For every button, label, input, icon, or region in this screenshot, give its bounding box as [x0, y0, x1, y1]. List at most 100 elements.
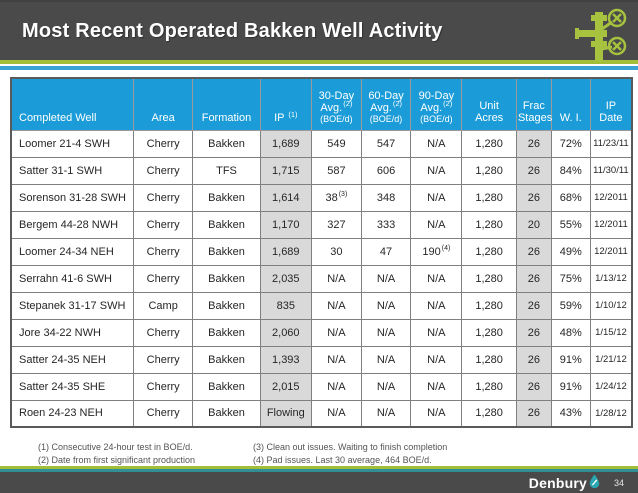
cell-60day-avg: 606: [360, 156, 412, 185]
cell-30day-avg: N/A: [311, 291, 362, 320]
cell-working-interest: 59%: [550, 291, 591, 320]
cell-90day-avg: N/A: [410, 291, 463, 320]
table-row: Loomer 24-34 NEH Cherry Bakken 1,689 30 …: [10, 237, 633, 266]
cell-unit-acres: 1,280: [461, 345, 517, 374]
table-row: Satter 24-35 SHE Cherry Bakken 2,015 N/A…: [10, 372, 633, 401]
cell-working-interest: 55%: [550, 210, 591, 239]
cell-unit-acres: 1,280: [461, 237, 517, 266]
page-title: Most Recent Operated Bakken Well Activit…: [22, 19, 443, 42]
header-blue-rule: [0, 66, 638, 70]
cell-60day-avg: N/A: [360, 372, 412, 401]
cell-completed-well: Serrahn 41-6 SWH: [10, 264, 134, 293]
cell-frac-stages: 26: [515, 264, 552, 293]
col-header-ip-date: IP Date: [589, 77, 633, 131]
cell-30day-avg: N/A: [311, 264, 362, 293]
footnotes-right: (3) Clean out issues. Waiting to finish …: [253, 441, 447, 467]
cell-area: Cherry: [132, 210, 194, 239]
cell-working-interest: 84%: [550, 156, 591, 185]
col-header-formation: Formation: [192, 77, 261, 131]
cell-ip: 2,015: [259, 372, 313, 401]
cell-frac-stages: 26: [515, 237, 552, 266]
cell-unit-acres: 1,280: [461, 210, 517, 239]
cell-90day-avg: N/A: [410, 183, 463, 212]
cell-formation: Bakken: [192, 291, 261, 320]
cell-90day-avg: 190(4): [410, 237, 463, 266]
cell-90day-avg: N/A: [410, 372, 463, 401]
cell-unit-acres: 1,280: [461, 129, 517, 158]
cell-frac-stages: 20: [515, 210, 552, 239]
col-header-90day-avg: 90-Day Avg.(2) (BOE/d): [410, 77, 463, 131]
cell-30day-avg: N/A: [311, 345, 362, 374]
footnotes-left: (1) Consecutive 24-hour test in BOE/d. (…: [38, 441, 195, 467]
cell-ip: 1,715: [259, 156, 313, 185]
cell-formation: Bakken: [192, 129, 261, 158]
cell-ip: 835: [259, 291, 313, 320]
cell-90day-avg: N/A: [410, 156, 463, 185]
footnote-3: (3) Clean out issues. Waiting to finish …: [253, 442, 448, 452]
brand-name: Denbury: [528, 474, 587, 491]
table-header-row: Completed Well Area Formation IP (1) 30-…: [10, 77, 633, 131]
cell-frac-stages: 26: [515, 399, 552, 428]
cell-ip-date: 12/2011: [589, 183, 633, 212]
cell-ip-date: 1/21/12: [589, 345, 633, 374]
cell-working-interest: 72%: [550, 129, 591, 158]
cell-area: Cherry: [132, 399, 194, 428]
cell-formation: Bakken: [192, 399, 261, 428]
cell-30day-avg: N/A: [311, 399, 362, 428]
footnote-1: (1) Consecutive 24-hour test in BOE/d.: [38, 442, 193, 452]
cell-30day-avg: 38(3): [311, 183, 362, 212]
cell-ip-date: 12/2011: [589, 237, 633, 266]
denbury-drop-icon: [589, 473, 600, 488]
cell-working-interest: 91%: [550, 345, 591, 374]
col-header-area: Area: [132, 77, 194, 131]
cell-area: Camp: [132, 291, 194, 320]
cell-formation: Bakken: [192, 345, 261, 374]
cell-completed-well: Loomer 24-34 NEH: [10, 237, 134, 266]
cell-completed-well: Loomer 21-4 SWH: [10, 129, 134, 158]
cell-area: Cherry: [132, 318, 194, 347]
cell-90day-avg: N/A: [410, 345, 463, 374]
col-header-ip: IP (1): [259, 77, 313, 131]
col-header-30day-avg: 30-Day Avg.(2) (BOE/d): [311, 77, 362, 131]
cell-frac-stages: 26: [515, 183, 552, 212]
cell-ip-date: 1/13/12: [589, 264, 633, 293]
cell-unit-acres: 1,280: [461, 264, 517, 293]
cell-90day-avg: N/A: [410, 399, 463, 428]
cell-unit-acres: 1,280: [461, 318, 517, 347]
cell-ip-date: 1/24/12: [589, 372, 633, 401]
cell-60day-avg: 333: [360, 210, 412, 239]
cell-ip-date: 12/2011: [589, 210, 633, 239]
cell-formation: Bakken: [192, 210, 261, 239]
cell-30day-avg: 549: [311, 129, 362, 158]
cell-ip-date: 1/10/12: [589, 291, 633, 320]
cell-60day-avg: N/A: [360, 291, 412, 320]
cell-60day-avg: N/A: [360, 399, 412, 428]
cell-working-interest: 75%: [550, 264, 591, 293]
cell-ip: 2,060: [259, 318, 313, 347]
cell-ip: 1,170: [259, 210, 313, 239]
col-header-60day-avg: 60-Day Avg.(2) (BOE/d): [360, 77, 412, 131]
table-row: Bergem 44-28 NWH Cherry Bakken 1,170 327…: [10, 210, 633, 239]
cell-completed-well: Satter 24-35 NEH: [10, 345, 134, 374]
cell-ip-date: 1/28/12: [589, 399, 633, 428]
cell-completed-well: Satter 31-1 SWH: [10, 156, 134, 185]
cell-working-interest: 68%: [550, 183, 591, 212]
table-row: Loomer 21-4 SWH Cherry Bakken 1,689 549 …: [10, 129, 633, 158]
cell-formation: Bakken: [192, 237, 261, 266]
cell-completed-well: Stepanek 31-17 SWH: [10, 291, 134, 320]
cell-formation: TFS: [192, 156, 261, 185]
cell-90day-avg: N/A: [410, 318, 463, 347]
footnote-2: (2) Date from first significant producti…: [38, 455, 196, 465]
cell-ip: 1,689: [259, 129, 313, 158]
cell-90day-avg: N/A: [410, 264, 463, 293]
cell-completed-well: Jore 34-22 NWH: [10, 318, 134, 347]
cell-90day-avg: N/A: [410, 210, 463, 239]
cell-completed-well: Bergem 44-28 NWH: [10, 210, 134, 239]
cell-ip: 1,393: [259, 345, 313, 374]
cell-30day-avg: 30: [311, 237, 362, 266]
footer-bar: Denbury 34: [0, 472, 638, 493]
cell-frac-stages: 26: [515, 372, 552, 401]
footer-green-rule: [0, 466, 638, 469]
cell-working-interest: 91%: [550, 372, 591, 401]
